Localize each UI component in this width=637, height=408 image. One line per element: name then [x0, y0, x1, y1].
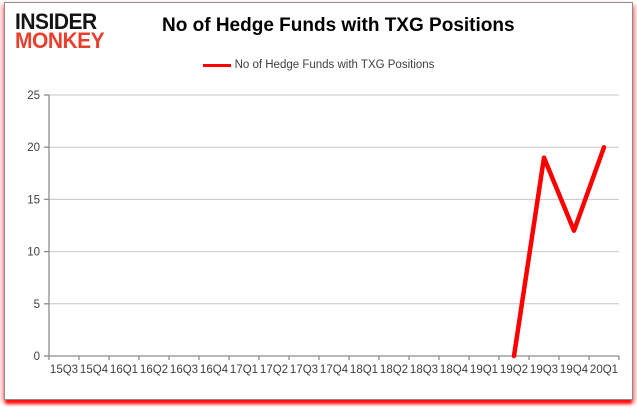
x-axis-tick-label: 16Q1	[110, 364, 138, 376]
chart-frame: INSIDER MONKEY No of Hedge Funds with TX…	[4, 2, 633, 400]
x-axis-tick-label: 17Q2	[260, 364, 288, 376]
x-axis-tick-label: 19Q4	[560, 364, 589, 376]
x-axis-tick-label: 18Q2	[380, 364, 408, 376]
logo-text-monkey: MONKEY	[15, 29, 105, 54]
chart-title: No of Hedge Funds with TXG Positions	[162, 15, 515, 36]
x-axis-tick-label: 20Q1	[590, 364, 618, 376]
legend: No of Hedge Funds with TXG Positions	[5, 59, 632, 71]
x-axis-tick-label: 19Q3	[530, 364, 558, 376]
legend-line-swatch	[202, 63, 231, 67]
x-axis-tick-label: 19Q2	[500, 364, 528, 376]
insider-monkey-logo: INSIDER MONKEY	[15, 9, 105, 54]
x-axis-tick-label: 16Q2	[140, 364, 168, 376]
logo-text-insider: INSIDER	[15, 9, 97, 35]
x-axis-tick-label: 18Q4	[440, 364, 469, 376]
x-axis-tick-label: 17Q3	[290, 364, 318, 376]
x-axis-tick-label: 17Q1	[230, 364, 258, 376]
y-axis-tick-label: 25	[27, 90, 40, 102]
x-axis-tick-label: 16Q4	[200, 364, 229, 376]
x-axis-tick-label: 19Q1	[470, 364, 498, 376]
x-axis-tick-label: 18Q3	[410, 364, 438, 376]
y-axis-tick-label: 15	[27, 194, 40, 206]
legend-label: No of Hedge Funds with TXG Positions	[234, 59, 435, 71]
y-axis-tick-label: 20	[27, 142, 40, 154]
x-axis-tick-label: 16Q3	[170, 364, 198, 376]
x-axis-tick-label: 15Q3	[50, 364, 78, 376]
y-axis-tick-label: 0	[34, 351, 40, 363]
x-axis-tick-label: 15Q4	[80, 364, 109, 376]
y-axis-tick-label: 5	[34, 299, 40, 311]
y-axis-tick-label: 10	[27, 247, 40, 259]
x-axis-tick-label: 18Q1	[350, 364, 378, 376]
x-axis-tick-label: 17Q4	[320, 364, 349, 376]
series-line	[511, 144, 607, 359]
